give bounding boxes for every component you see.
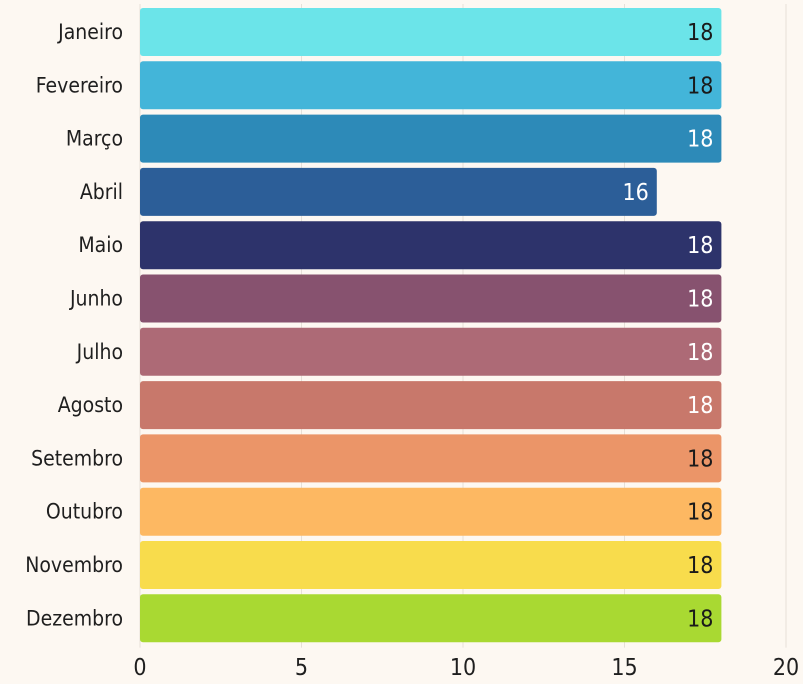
bar: [140, 167, 657, 216]
bar: [140, 594, 722, 643]
grid: [139, 4, 787, 648]
value-label: 18: [687, 500, 713, 526]
category-label: Setembro: [31, 446, 123, 470]
bar: [140, 434, 722, 483]
x-tick-label: 20: [773, 655, 799, 681]
category-axis: Janeiro Fevereiro Março Abril Maio Junho Julho…: [25, 20, 123, 630]
bar: [140, 487, 722, 536]
category-label: Novembro: [25, 553, 123, 577]
bar: [140, 274, 722, 323]
bar: [140, 61, 722, 110]
x-tick-label: 0: [133, 655, 146, 681]
value-label: 18: [687, 287, 713, 313]
bar: [140, 541, 722, 589]
category-label: Janeiro: [57, 20, 123, 44]
category-label: Abril: [80, 180, 123, 204]
x-tick-label: 10: [450, 655, 476, 681]
category-label: Junho: [69, 287, 123, 311]
category-label: Agosto: [58, 393, 123, 417]
category-label: Julho: [76, 340, 123, 364]
value-label: 18: [687, 73, 713, 99]
category-label: Maio: [78, 233, 123, 257]
category-label: Fevereiro: [36, 73, 123, 97]
value-label: 18: [687, 20, 713, 46]
x-tick-label: 5: [295, 655, 308, 681]
x-tick-label: 15: [611, 655, 637, 681]
bar: [140, 381, 722, 430]
bar: [140, 114, 722, 163]
value-label: 18: [687, 553, 713, 579]
value-label: 16: [622, 180, 648, 206]
value-label: 18: [687, 340, 713, 366]
value-label: 18: [687, 446, 713, 472]
category-label: Dezembro: [26, 606, 123, 630]
bar: [140, 327, 722, 376]
bar: [140, 221, 722, 270]
value-label: 18: [687, 233, 713, 259]
value-label: 18: [687, 393, 713, 419]
value-label: 18: [687, 127, 713, 153]
value-axis: 0 5 10 15 20: [133, 655, 799, 681]
bars: 18 18 18 16 18 18 18 18 18 18 18 18: [140, 8, 722, 643]
value-label: 18: [687, 606, 713, 632]
category-label: Março: [66, 127, 123, 151]
bar: [140, 8, 722, 56]
category-label: Outubro: [46, 500, 123, 524]
